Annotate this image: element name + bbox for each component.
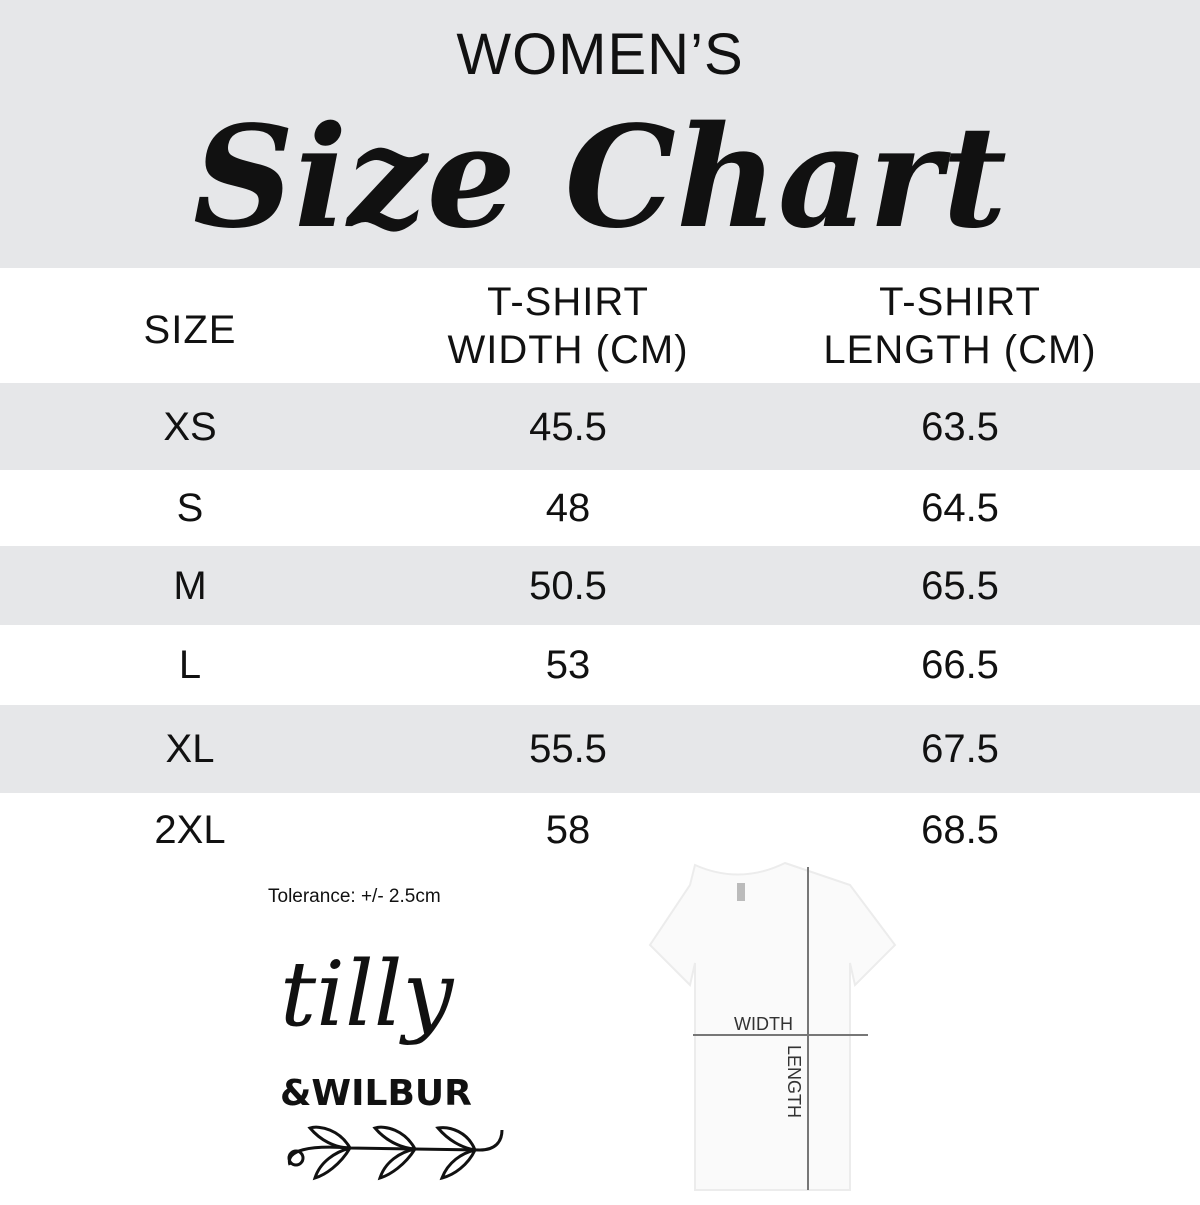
column-header-size: SIZE — [143, 308, 237, 352]
logo-line1: tilly — [280, 942, 455, 1047]
header-line: WIDTH (CM) — [447, 328, 689, 372]
header-line: LENGTH (CM) — [823, 328, 1097, 372]
cell-size: 2XL — [154, 808, 226, 852]
width-label: WIDTH — [734, 1014, 793, 1034]
cell-length: 63.5 — [921, 404, 999, 449]
cell-width: 45.5 — [529, 404, 607, 449]
cell-size: XL — [165, 727, 215, 771]
cell-size: XS — [163, 404, 217, 449]
length-label: LENGTH — [784, 1045, 804, 1118]
header-line: T-SHIRT — [487, 280, 649, 324]
table-header: SIZE T-SHIRT WIDTH (CM) T-SHIRT LENGTH (… — [0, 268, 1200, 383]
cell-width: 58 — [545, 808, 591, 852]
cell-width: 50.5 — [529, 563, 607, 608]
table-row: M 50.5 65.5 — [0, 546, 1200, 625]
header-line: T-SHIRT — [879, 280, 1041, 324]
cell-length: 67.5 — [921, 727, 999, 771]
table-row: 2XL 58 68.5 — [0, 793, 1200, 852]
table-row: XS 45.5 63.5 — [0, 383, 1200, 470]
cell-width: 53 — [545, 643, 591, 687]
cell-size: L — [178, 643, 202, 687]
cell-width: 55.5 — [529, 727, 607, 771]
subtitle: WOMEN’S — [456, 22, 744, 87]
cell-length: 64.5 — [921, 486, 999, 530]
header-band: WOMEN’S Size Chart — [0, 0, 1200, 268]
leaf-branch-icon — [287, 1125, 504, 1181]
cell-size: M — [173, 563, 207, 608]
tolerance-note: Tolerance: +/- 2.5cm — [268, 886, 441, 907]
table-row: S 48 64.5 — [0, 470, 1200, 546]
table-row: L 53 66.5 — [0, 625, 1200, 705]
table-row: XL 55.5 67.5 — [0, 705, 1200, 793]
column-header-length: T-SHIRT LENGTH (CM) — [823, 278, 1096, 374]
tshirt-diagram: WIDTH LENGTH — [600, 835, 980, 1205]
cell-width: 48 — [545, 486, 591, 530]
cell-size: S — [176, 486, 204, 530]
brand-logo: tilly &WILBUR — [270, 930, 530, 1195]
cell-length: 65.5 — [921, 563, 999, 608]
page-title: Size Chart — [193, 96, 1007, 260]
column-header-width: T-SHIRT WIDTH (CM) — [447, 278, 688, 374]
cell-length: 66.5 — [921, 643, 999, 687]
cell-length: 68.5 — [921, 808, 999, 852]
logo-line2: &WILBUR — [280, 1073, 472, 1114]
